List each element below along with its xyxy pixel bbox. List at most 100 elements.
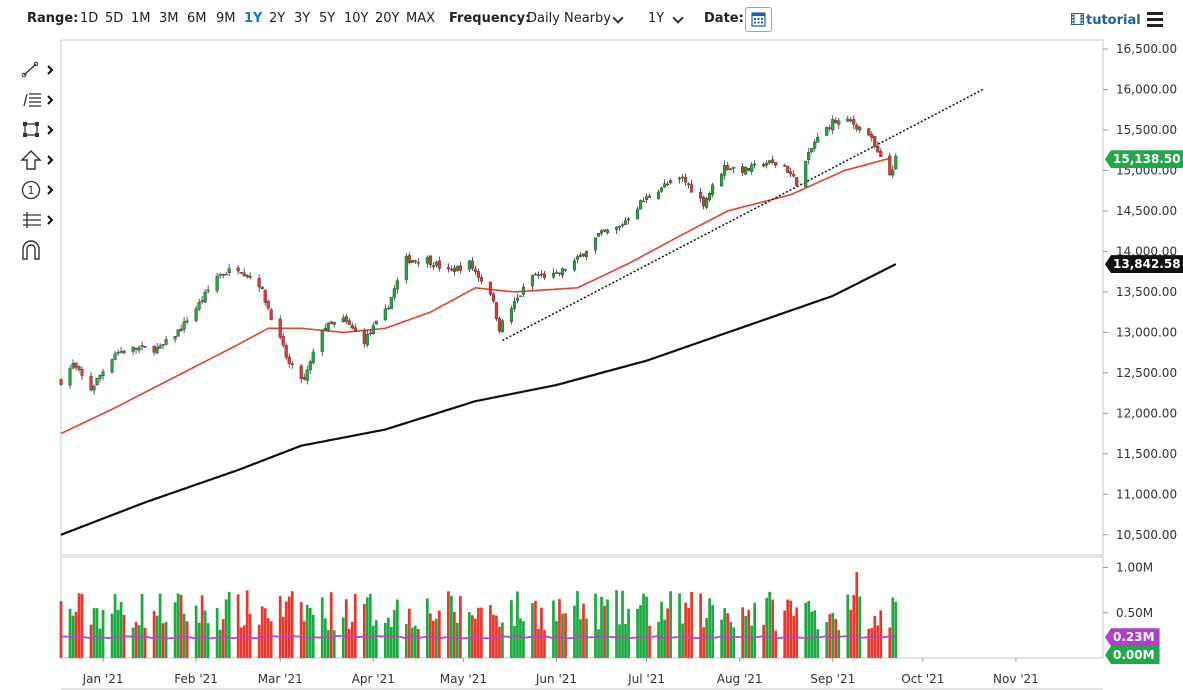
counter-tool-icon[interactable]: 1 (18, 179, 58, 201)
volume-bar (603, 605, 606, 658)
volume-bar (495, 615, 498, 658)
candle-body (741, 166, 745, 173)
x-tick-label: Sep '21 (810, 672, 855, 686)
x-tick-label: Jan '21 (82, 672, 124, 686)
range-20y[interactable]: 20Y (375, 11, 400, 26)
range-5y[interactable]: 5Y (319, 11, 336, 26)
candle-body (521, 286, 525, 295)
volume-bar (426, 598, 429, 658)
candle-body (470, 260, 474, 269)
candle-body (329, 321, 333, 324)
candle-body (224, 273, 228, 276)
volume-bar (846, 594, 850, 658)
volume-bar (624, 623, 627, 658)
line-tool-icon[interactable] (18, 59, 58, 81)
candle-body (89, 375, 93, 391)
volume-bar (432, 620, 435, 658)
range-max[interactable]: MAX (406, 11, 436, 26)
range-3y[interactable]: 3Y (294, 11, 311, 26)
volume-bar (224, 599, 228, 658)
candle-body (341, 317, 345, 323)
range-6m[interactable]: 6M (187, 11, 207, 26)
candle-body (852, 119, 856, 125)
volume-badge: 0.00M (1105, 646, 1160, 664)
candle-body (305, 369, 309, 381)
rectangle-tool-icon[interactable] (18, 119, 58, 141)
candle-body (362, 330, 366, 344)
volume-bar (564, 613, 567, 658)
magnet-icon[interactable] (18, 239, 58, 261)
volume-bar (185, 621, 189, 658)
candle-body (645, 196, 649, 200)
volume-bar (552, 600, 555, 658)
volume-bar (257, 624, 261, 658)
volume-bar (522, 621, 525, 658)
volume-bar (353, 593, 357, 658)
range-1m[interactable]: 1M (131, 11, 151, 26)
trendline (502, 88, 984, 342)
volume-bar (669, 591, 672, 658)
volume-bar (642, 593, 645, 658)
volume-bar (489, 605, 492, 658)
volume-bar (594, 593, 597, 658)
candle-body (620, 224, 625, 226)
volume-bar (326, 629, 330, 658)
x-tick-label: Apr '21 (352, 672, 395, 686)
range-9m[interactable]: 9M (216, 11, 236, 26)
period-dropdown[interactable]: 1Y (648, 11, 665, 26)
calendar-icon[interactable] (745, 7, 772, 32)
candle-body (879, 150, 883, 157)
candle-body (639, 200, 643, 210)
frequency-dropdown[interactable]: Daily Nearby (527, 11, 612, 26)
candle-body (747, 167, 751, 171)
volume-bar (795, 607, 799, 658)
range-10y[interactable]: 10Y (344, 11, 369, 26)
volume-bar (299, 602, 303, 658)
candle-body (386, 307, 390, 310)
candle-body (68, 368, 72, 386)
volume-bar (765, 597, 769, 658)
volume-bar (855, 572, 859, 658)
volume-bar (627, 608, 630, 658)
candle-body (711, 184, 715, 195)
volume-bar (618, 624, 621, 658)
candle-body (113, 353, 117, 360)
x-tick-label: Nov '21 (993, 672, 1039, 686)
volume-average-badge: 0.23M (1105, 628, 1160, 647)
range-1y[interactable]: 1Y (244, 11, 263, 26)
volume-bar (447, 591, 450, 658)
candle-body (536, 274, 541, 276)
hamburger-menu-icon[interactable] (1147, 12, 1163, 27)
volume-bar (152, 610, 156, 658)
volume-bar (239, 627, 243, 658)
range-3m[interactable]: 3M (159, 11, 179, 26)
candle-body (729, 168, 733, 171)
candle-body (248, 275, 252, 278)
range-5d[interactable]: 5D (105, 11, 124, 26)
volume-bar (699, 593, 702, 658)
volume-bar (305, 604, 309, 658)
candle-body (155, 346, 159, 354)
tutorial-link[interactable]: tutorial (1071, 13, 1141, 28)
volume-bar (392, 610, 396, 658)
arrow-up-tool-icon[interactable] (18, 149, 58, 171)
candle-body (284, 344, 288, 358)
volume-bar (720, 619, 723, 658)
volume-bar (828, 614, 832, 658)
range-2y[interactable]: 2Y (269, 11, 286, 26)
volume-bar (723, 608, 726, 658)
candle-body (344, 316, 348, 322)
candle-body (257, 278, 261, 288)
measure-tool-icon[interactable] (18, 209, 58, 231)
volume-bar (492, 614, 495, 658)
candle-body (578, 254, 583, 258)
candle-body (269, 309, 273, 320)
fibonacci-tool-icon[interactable] (18, 89, 58, 111)
candle-body (602, 229, 607, 232)
y-tick-label: 13,000.00 (1116, 325, 1177, 339)
volume-bar (203, 610, 207, 658)
range-1d[interactable]: 1D (80, 11, 99, 26)
x-tick-label: Aug '21 (717, 672, 763, 686)
volume-bar (831, 612, 835, 658)
